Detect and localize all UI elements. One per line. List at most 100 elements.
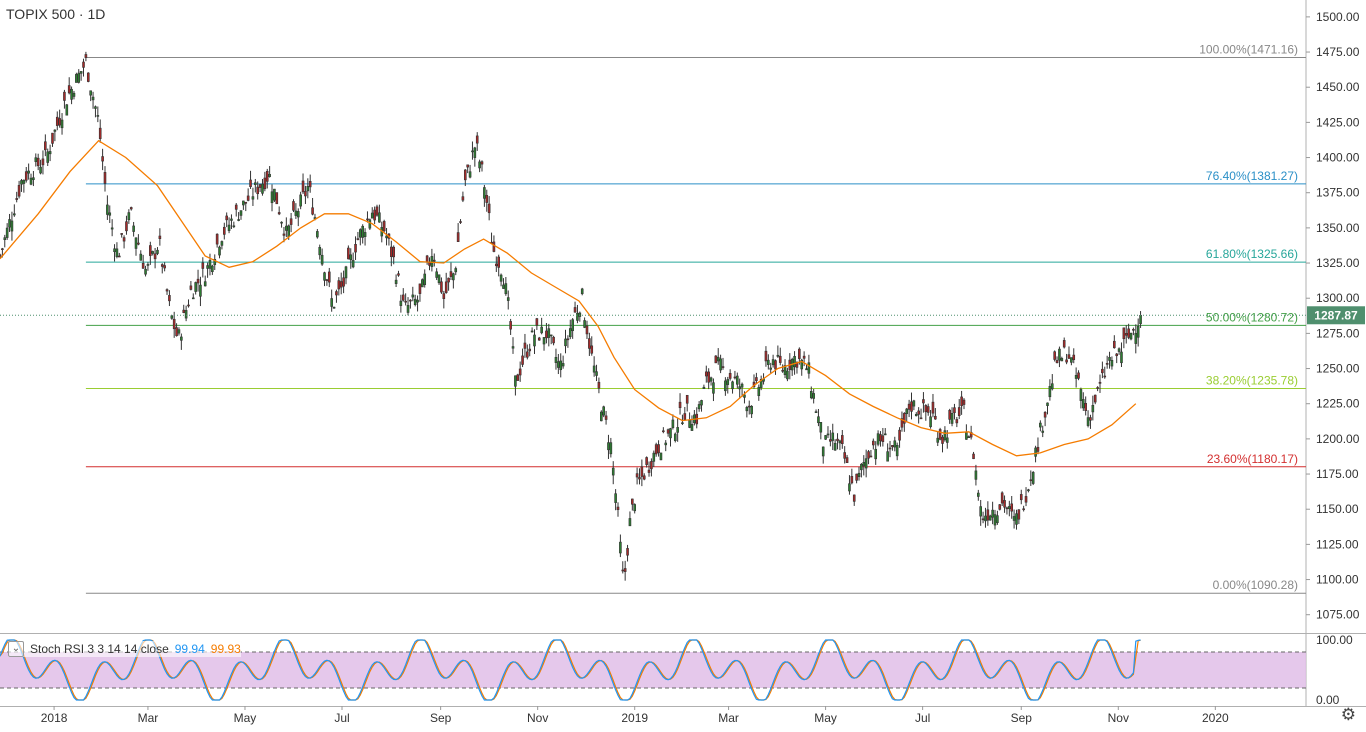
candle-body [418, 283, 422, 294]
candle-body [857, 472, 861, 478]
candle-body [15, 198, 19, 200]
candle-body [719, 358, 722, 371]
fib-level-label: 50.00%(1280.72) [1206, 310, 1298, 324]
candle-body [509, 321, 512, 330]
candle-body [146, 264, 150, 266]
candle-body [774, 360, 777, 370]
candle-body [442, 293, 446, 299]
candle-body [122, 237, 126, 242]
candle-body [1015, 513, 1018, 525]
candle-body [227, 224, 231, 231]
candle-body [58, 118, 61, 126]
candle-body [180, 336, 183, 341]
candle-body [270, 191, 274, 204]
candle-body [51, 132, 54, 144]
candle-body [373, 209, 376, 221]
time-tick-label: Jul [915, 711, 930, 725]
candle-body [783, 365, 787, 376]
fib-level-label: 38.20%(1235.78) [1206, 374, 1298, 388]
candle-body [401, 294, 405, 301]
candle-body [492, 241, 496, 252]
candle-body [903, 413, 906, 424]
stoch-k-value: 99.94 [174, 642, 205, 656]
candle-body [1022, 508, 1025, 511]
candle-body [633, 504, 637, 512]
candle-body [1124, 333, 1128, 336]
price-tick-label: 1100.00 [1316, 573, 1359, 587]
candle-body [922, 399, 925, 404]
candle-body [716, 356, 720, 362]
candle-body [17, 184, 21, 197]
candle-body [249, 179, 252, 188]
candle-body [535, 318, 539, 326]
candle-body [108, 212, 112, 216]
candle-body [647, 469, 651, 473]
candle-body [244, 201, 248, 204]
candle-body [261, 183, 264, 194]
candle-body [669, 428, 672, 439]
candle-body [70, 88, 73, 100]
candle-body [351, 260, 355, 268]
candle-body [325, 279, 329, 281]
price-tick-label: 1325.00 [1316, 256, 1360, 270]
price-tick-label: 1300.00 [1316, 291, 1360, 305]
candle-body [829, 439, 832, 442]
candles-group [0, 51, 1142, 581]
candle-body [456, 232, 460, 242]
candle-body [182, 309, 186, 313]
time-tick-label: Nov [1108, 711, 1129, 725]
candle-body [495, 263, 498, 267]
candle-body [137, 242, 140, 245]
candle-body [743, 394, 746, 398]
candle-body [208, 260, 212, 269]
candle-body [893, 440, 897, 448]
candle-body [869, 455, 873, 458]
candle-body [628, 518, 632, 527]
candle-body [232, 225, 236, 228]
candle-body [32, 177, 35, 180]
candle-body [1031, 472, 1035, 484]
candle-body [437, 274, 441, 284]
candle-body [378, 212, 381, 223]
candle-body [0, 254, 2, 257]
candle-body [807, 362, 811, 374]
candle-body [914, 414, 918, 417]
candle-body [1005, 507, 1009, 510]
candle-body [256, 186, 260, 195]
candle-body [1055, 360, 1059, 364]
candle-body [747, 405, 751, 408]
candle-body [991, 509, 994, 518]
candle-body [998, 504, 1002, 510]
stoch-band [0, 652, 1306, 688]
candle-body [504, 283, 508, 295]
candle-body [1132, 328, 1135, 331]
candle-body [263, 177, 267, 190]
candle-body [1058, 348, 1061, 361]
candle-body [583, 320, 586, 328]
candle-body [46, 151, 50, 163]
candle-body [129, 207, 133, 210]
collapse-chevron-icon[interactable]: ⌄ [8, 641, 24, 657]
candle-body [392, 246, 396, 258]
time-tick-label: May [814, 711, 837, 725]
candle-body [1098, 381, 1102, 384]
candle-body [1000, 492, 1004, 504]
candle-body [860, 463, 863, 471]
candle-body [36, 157, 40, 167]
candle-body [957, 407, 961, 416]
gear-icon[interactable]: ⚙ [1340, 705, 1356, 724]
candle-body [165, 289, 169, 292]
candle-body [1108, 357, 1111, 361]
candle-body [623, 568, 627, 572]
candle-body [239, 210, 243, 216]
candle-body [1086, 417, 1090, 426]
candle-body [275, 192, 279, 205]
candle-body [876, 433, 880, 445]
candle-body [273, 188, 276, 201]
candle-body [466, 164, 469, 168]
candle-body [568, 328, 572, 338]
candle-body [1012, 516, 1016, 521]
candle-body [619, 541, 622, 554]
